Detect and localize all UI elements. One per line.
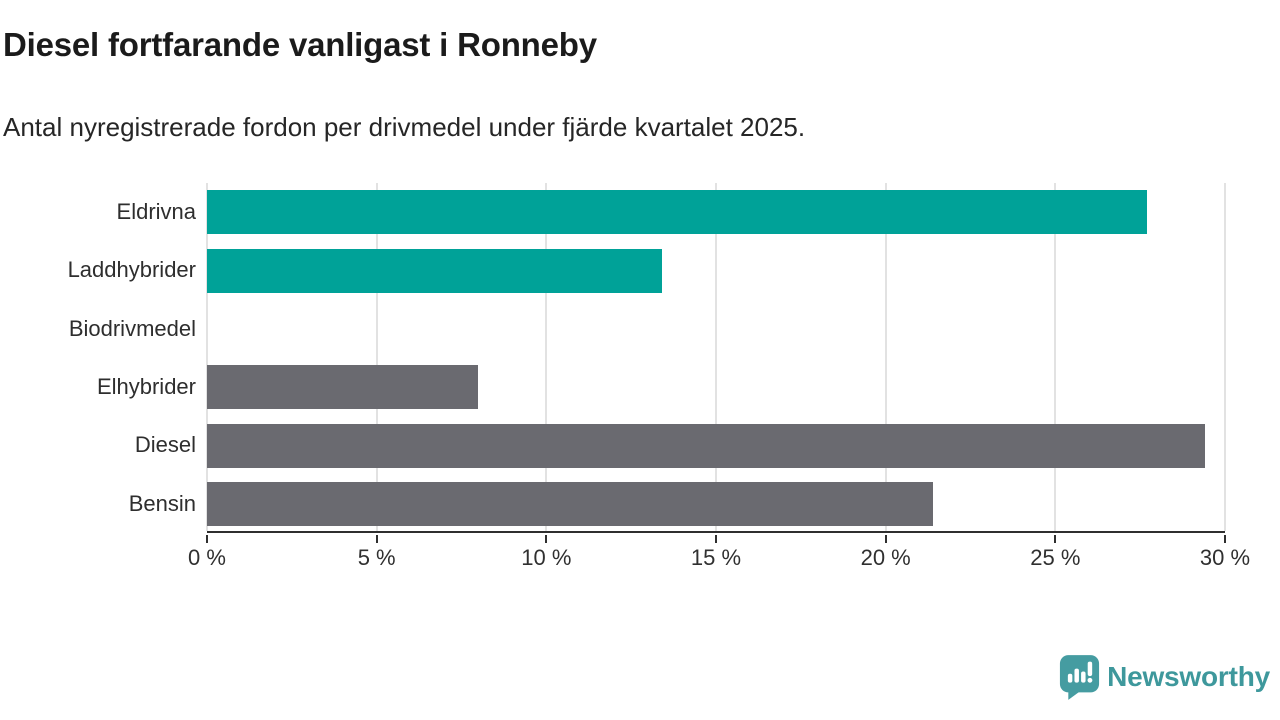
page-title: Diesel fortfarande vanligast i Ronneby: [3, 26, 597, 63]
x-axis-tick-mark: [545, 535, 548, 543]
gridline: [206, 183, 208, 531]
y-axis-label: Biodrivmedel: [68, 315, 196, 341]
x-axis-tick-label: 10 %: [521, 545, 572, 570]
y-axis-label: Diesel: [134, 432, 196, 458]
x-axis-tick-label: 5 %: [357, 545, 396, 570]
gridline: [375, 183, 378, 531]
x-axis-tick-label: 0 %: [188, 545, 226, 570]
y-axis-label: Bensin: [128, 490, 196, 516]
x-axis-tick-label: 15 %: [690, 545, 742, 570]
x-axis-tick-mark: [1224, 535, 1226, 543]
x-axis-tick-label: 25 %: [1030, 545, 1081, 570]
y-axis-label: Elhybrider: [96, 374, 196, 399]
bar-chart: Eldrivna Laddhybrider Biodrivmedel Elhybrid…: [0, 183, 1280, 583]
x-axis-tick-label: 20 %: [860, 545, 911, 570]
y-axis-label: Laddhybrider: [67, 257, 196, 283]
x-axis-tick-mark: [715, 535, 717, 543]
x-axis-tick-mark: [884, 535, 887, 543]
x-axis-tick-mark: [206, 535, 208, 543]
y-axis-label: Eldrivna: [116, 199, 196, 224]
gridline: [1224, 183, 1226, 531]
y-axis-labels: Eldrivna Laddhybrider Biodrivmedel Elhybrid…: [0, 183, 196, 533]
plot-area: 0 % 5 % 10 % 15 % 20 % 25 % 30 %: [188, 183, 1250, 570]
gridline: [884, 183, 887, 531]
gridline: [545, 183, 548, 531]
x-axis-tick-mark: [1054, 535, 1057, 543]
gridline: [715, 183, 717, 531]
gridline: [1054, 183, 1057, 531]
bar-laddhybrider: [207, 248, 662, 293]
x-axis-tick-label: 30 %: [1199, 545, 1251, 570]
bar-diesel: [207, 423, 1205, 468]
bar-eldrivna: [207, 190, 1147, 235]
brand-name: Newsworthy: [1107, 661, 1270, 692]
brand-footer: Newsworthy: [1059, 652, 1270, 702]
bar-elhybrider: [207, 365, 479, 410]
page-subtitle: Antal nyregistrerade fordon per drivmede…: [3, 112, 806, 142]
x-axis-tick-mark: [375, 535, 378, 543]
newsworthy-logo-icon: [1059, 654, 1100, 701]
bar-bensin: [207, 481, 934, 526]
